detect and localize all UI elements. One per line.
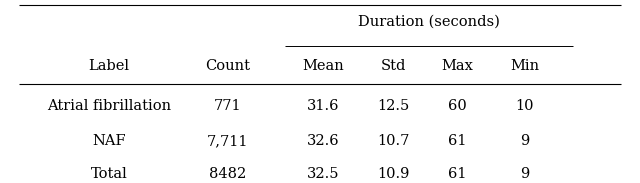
Text: 10.7: 10.7 [378,134,410,148]
Text: NAF: NAF [92,134,125,148]
Text: 31.6: 31.6 [307,99,339,113]
Text: Label: Label [88,59,129,73]
Text: 60: 60 [448,99,467,113]
Text: Std: Std [381,59,406,73]
Text: 8482: 8482 [209,167,246,181]
Text: 7,711: 7,711 [207,134,248,148]
Text: 32.6: 32.6 [307,134,339,148]
Text: 771: 771 [213,99,241,113]
Text: 9: 9 [520,134,529,148]
Text: Min: Min [510,59,540,73]
Text: 10.9: 10.9 [378,167,410,181]
Text: Mean: Mean [302,59,344,73]
Text: Total: Total [90,167,127,181]
Text: 61: 61 [449,134,467,148]
Text: Count: Count [205,59,250,73]
Text: Duration (seconds): Duration (seconds) [358,15,500,29]
Text: 12.5: 12.5 [378,99,410,113]
Text: 9: 9 [520,167,529,181]
Text: Atrial fibrillation: Atrial fibrillation [47,99,171,113]
Text: 10: 10 [516,99,534,113]
Text: 32.5: 32.5 [307,167,339,181]
Text: Max: Max [442,59,474,73]
Text: 61: 61 [449,167,467,181]
